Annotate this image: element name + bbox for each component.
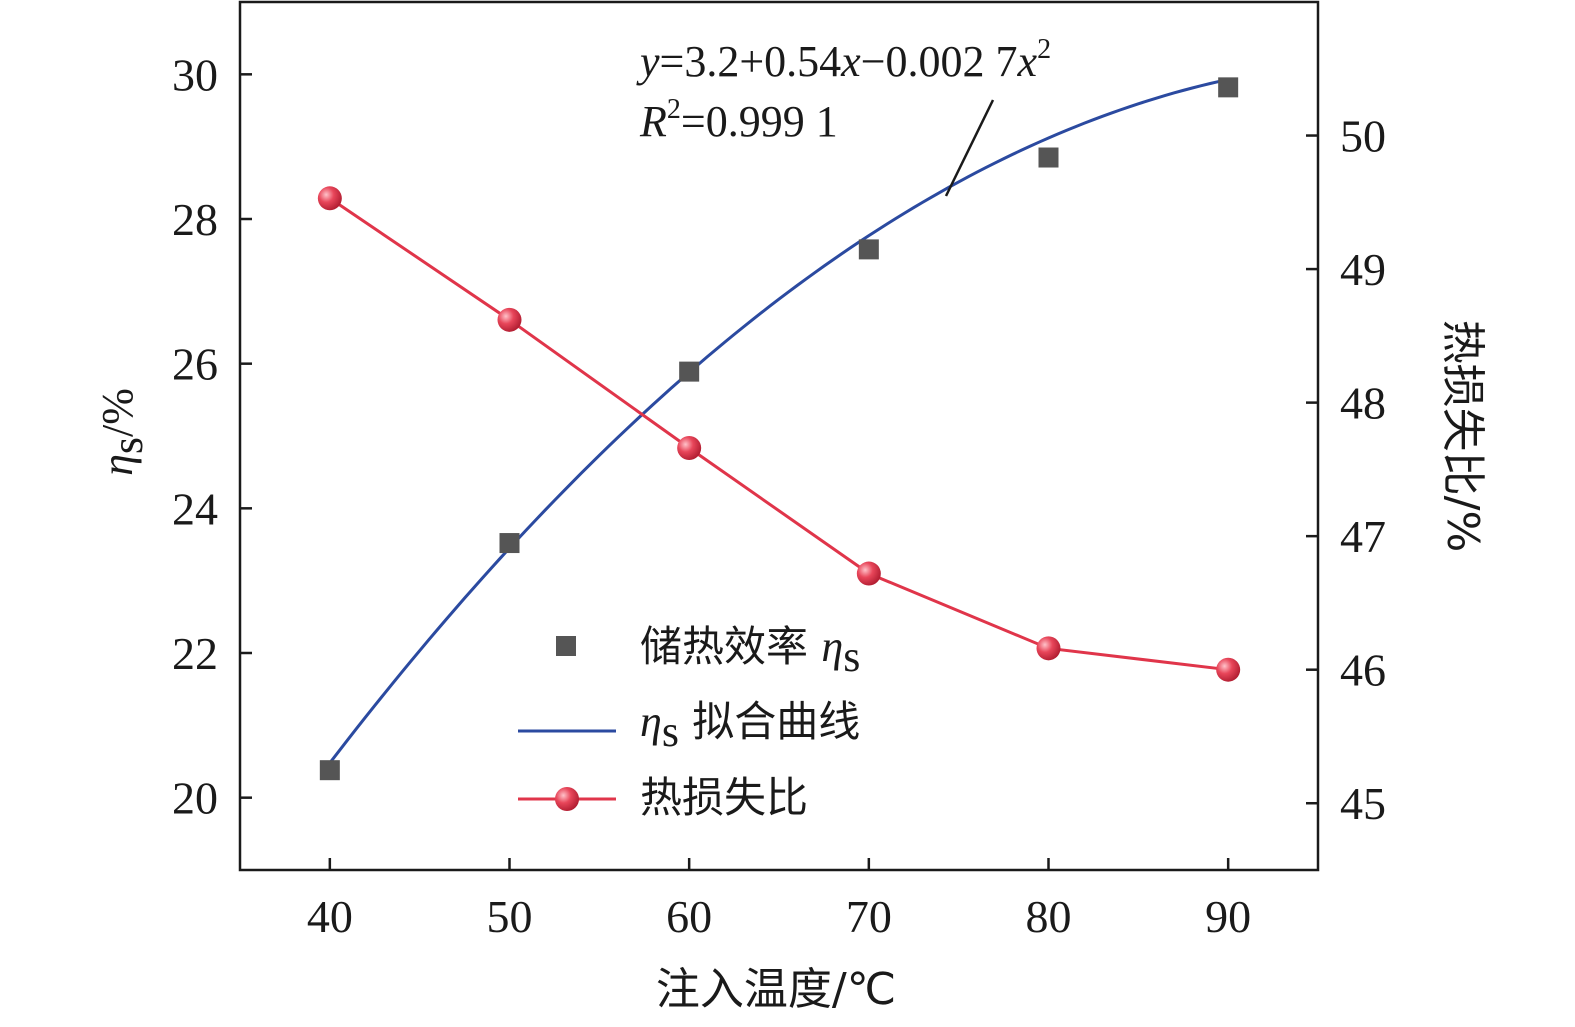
loss-ratio-point: [497, 307, 522, 332]
r2-r: R: [639, 97, 667, 146]
y-left-tick-label: 24: [172, 483, 218, 534]
fit-curve-line: [328, 77, 1229, 764]
x-tick-label: 80: [1026, 891, 1072, 942]
loss-ratio-point: [1216, 657, 1241, 682]
r2-sup: 2: [667, 94, 681, 125]
y-left-tick-label: 26: [172, 339, 218, 390]
loss-ratio-series: [317, 186, 1241, 682]
y-left-tick-label: 28: [172, 194, 218, 245]
legend-label-efficiency: 储热效率 ηs: [640, 622, 860, 681]
efficiency-point: [679, 361, 700, 382]
x-tick-label: 90: [1205, 891, 1251, 942]
legend: 储热效率 ηs ηs 拟合曲线 热损失比: [518, 622, 860, 822]
loss-ratio-point: [1036, 636, 1061, 661]
y-right-tick-label: 45: [1340, 778, 1386, 829]
y-right-tick-label: 48: [1340, 378, 1386, 429]
y-left-tick-label: 20: [172, 773, 218, 824]
fit-r-squared: R2=0.999 1: [639, 94, 838, 146]
y-right-axis-ticks: 45 46 47 48 49 50: [1306, 111, 1386, 829]
y-left-tick-label: 30: [172, 49, 218, 100]
efficiency-point: [858, 239, 879, 260]
y-right-tick-label: 49: [1340, 244, 1386, 295]
eq-part1: =3.2+0.54: [660, 37, 842, 86]
eq-part2: −0.002 7: [861, 37, 1018, 86]
efficiency-point: [1218, 77, 1239, 98]
legend-label-loss: 热损失比: [640, 773, 808, 822]
x-tick-label: 40: [307, 891, 353, 942]
y-left-tick-label: 22: [172, 628, 218, 679]
legend-marker-square: [556, 636, 576, 656]
x-tick-label: 60: [666, 891, 712, 942]
fit-curve-series: [328, 77, 1229, 764]
x-axis-ticks: 40 50 60 70 80 90: [307, 858, 1251, 942]
y-right-tick-label: 46: [1340, 645, 1386, 696]
efficiency-point: [1038, 147, 1059, 168]
y-right-tick-label: 50: [1340, 111, 1386, 162]
fit-equation: y=3.2+0.54x−0.002 7x2: [636, 34, 1051, 86]
y-left-axis-ticks: 20 22 24 26 28 30: [172, 49, 252, 824]
x-tick-label: 70: [846, 891, 892, 942]
x-tick-label: 50: [487, 891, 533, 942]
loss-ratio-point: [317, 186, 342, 211]
legend-marker-loss-sphere: [555, 787, 579, 811]
annotation-leader-line: [944, 99, 995, 197]
efficiency-point: [499, 533, 520, 554]
eq-x1: x: [840, 37, 861, 86]
r2-val: =0.999 1: [681, 97, 838, 146]
y-right-tick-label: 47: [1340, 511, 1386, 562]
x-axis-title: 注入温度/℃: [656, 964, 896, 1015]
y-left-axis-title: ηs/%: [93, 388, 152, 476]
legend-label-fit: ηs 拟合曲线: [640, 697, 860, 756]
eq-sup: 2: [1037, 34, 1051, 65]
efficiency-points-series: [319, 77, 1239, 781]
eq-x2: x: [1017, 37, 1038, 86]
efficiency-point: [319, 760, 340, 781]
plot-frame: [238, 0, 1320, 872]
eq-y: y: [636, 37, 660, 86]
loss-ratio-point: [856, 561, 881, 586]
y-right-axis-title: 热损失比/%: [1437, 320, 1488, 553]
loss-ratio-point: [677, 436, 702, 461]
loss-ratio-line: [328, 197, 1229, 672]
